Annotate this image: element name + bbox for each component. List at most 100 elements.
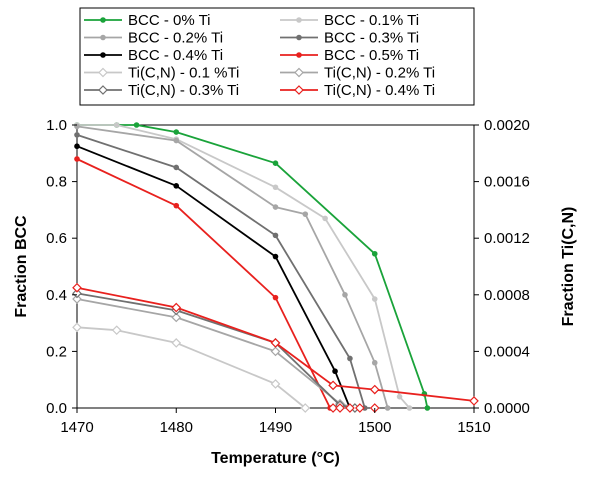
series-2 [74, 123, 391, 411]
series-5 [74, 156, 333, 411]
legend-label: BCC - 0.2% Ti [128, 30, 223, 47]
legend-entry: BCC - 0.5% Ti [280, 47, 419, 64]
series-6-point [72, 322, 82, 333]
legend-entry: BCC - 0% Ti [84, 12, 211, 29]
series-6 [72, 322, 311, 413]
legend-label: Ti(C,N) - 0.1 %Ti [128, 65, 239, 82]
series-3-point [173, 164, 180, 171]
legend-swatch-marker [100, 52, 106, 58]
legend-label: Ti(C,N) - 0.2% Ti [324, 65, 435, 82]
series-7 [72, 294, 360, 413]
series-3-point [272, 232, 279, 239]
series-3-point [362, 405, 368, 411]
legend-entry: Ti(C,N) - 0.4% Ti [280, 82, 435, 99]
x-tick-label: 1480 [160, 419, 193, 436]
legend-swatch-marker [296, 52, 302, 58]
legend-label: BCC - 0.3% Ti [324, 30, 419, 47]
series-1-point [371, 296, 378, 302]
series-1-point [322, 215, 328, 222]
legend-label: BCC - 0.4% Ti [128, 47, 223, 64]
y-tick-label: 1.0 [46, 117, 67, 134]
series-10-point [328, 403, 338, 413]
legend-entry: BCC - 0.3% Ti [280, 30, 419, 47]
series-9-point [469, 396, 479, 406]
series-6-point [300, 403, 311, 413]
series-0-point [133, 122, 140, 128]
series-10-point [335, 403, 345, 413]
series-4-point [74, 143, 80, 150]
series-1-point [396, 393, 403, 400]
y-tick-label: 0.4 [46, 287, 67, 304]
x-tick-label: 1470 [60, 419, 93, 436]
series-1-point [406, 405, 413, 411]
y-tick-label: 0.0 [46, 400, 67, 417]
series-8-line [76, 292, 356, 409]
legend-swatch-marker [100, 34, 106, 41]
y2-axis-title: Fraction Ti(C,N) [560, 207, 577, 327]
legend-swatch-marker [296, 17, 302, 23]
x-axis-title: Temperature (°C) [211, 450, 340, 467]
legend-swatch-marker [296, 34, 302, 41]
series-5-point [272, 294, 279, 301]
y-axis-title: Fraction BCC [13, 215, 30, 318]
series-9-point [328, 380, 338, 391]
legend-swatch-marker [98, 85, 108, 95]
series-5-point [74, 156, 80, 162]
series-1 [74, 122, 413, 411]
series-6-point [171, 338, 182, 348]
series-0-point [272, 160, 279, 167]
y-tick-label: 0.6 [46, 230, 67, 247]
series-0-point [424, 405, 431, 411]
legend-label: BCC - 0.1% Ti [324, 12, 419, 29]
y-tick-label: 0.2 [46, 343, 67, 360]
series-0-point [173, 129, 180, 135]
legend-label: Ti(C,N) - 0.3% Ti [128, 82, 239, 99]
legend-swatch-marker [100, 17, 106, 23]
y2-tick-label: 0.0004 [484, 343, 530, 360]
legend-entry: BCC - 0.2% Ti [84, 30, 223, 47]
series-3 [74, 132, 368, 411]
series-9-line [76, 286, 475, 402]
series-2-point [302, 211, 309, 217]
legend-entry: BCC - 0.1% Ti [280, 12, 419, 29]
series-7-point [171, 312, 182, 323]
series-9-point [72, 282, 82, 293]
series-1-point [272, 184, 279, 191]
y2-tick-label: 0.0000 [484, 400, 530, 417]
legend-label: BCC - 0.5% Ti [324, 47, 419, 64]
series-7-point [72, 294, 82, 304]
y2-tick-label: 0.0016 [484, 174, 530, 191]
series-2-point [272, 204, 279, 210]
legend-entry: BCC - 0.4% Ti [84, 47, 223, 64]
series-2-point [173, 137, 180, 144]
series-4-line [76, 145, 351, 409]
series-9-point [171, 302, 182, 313]
x-tick-label: 1490 [259, 419, 292, 436]
legend-label: Ti(C,N) - 0.4% Ti [324, 82, 435, 99]
legend-box [79, 7, 475, 106]
series-2-point [74, 123, 80, 130]
series-4-point [173, 183, 180, 189]
series-3-line [76, 134, 366, 409]
legend-swatch-marker [294, 85, 304, 95]
series-1-line [77, 124, 411, 409]
series-6-point [270, 379, 281, 389]
series-8-point [72, 288, 82, 299]
series-5-line [76, 158, 331, 409]
legend-entry: Ti(C,N) - 0.3% Ti [84, 82, 239, 99]
series-9 [72, 282, 479, 406]
y2-tick-label: 0.0012 [484, 230, 530, 247]
series-10-point [355, 403, 365, 413]
series-3-point [74, 132, 80, 138]
series-5-point [173, 202, 180, 209]
series-7-line [76, 298, 356, 409]
series-4-point [272, 253, 279, 260]
legend-entry: Ti(C,N) - 0.2% Ti [280, 65, 435, 82]
y2-tick-label: 0.0008 [484, 287, 530, 304]
series-2-point [384, 405, 391, 411]
x-tick-label: 1510 [457, 419, 490, 436]
series-6-point [111, 325, 122, 336]
y-tick-label: 0.8 [46, 174, 67, 191]
legend-swatch-marker [294, 67, 304, 78]
